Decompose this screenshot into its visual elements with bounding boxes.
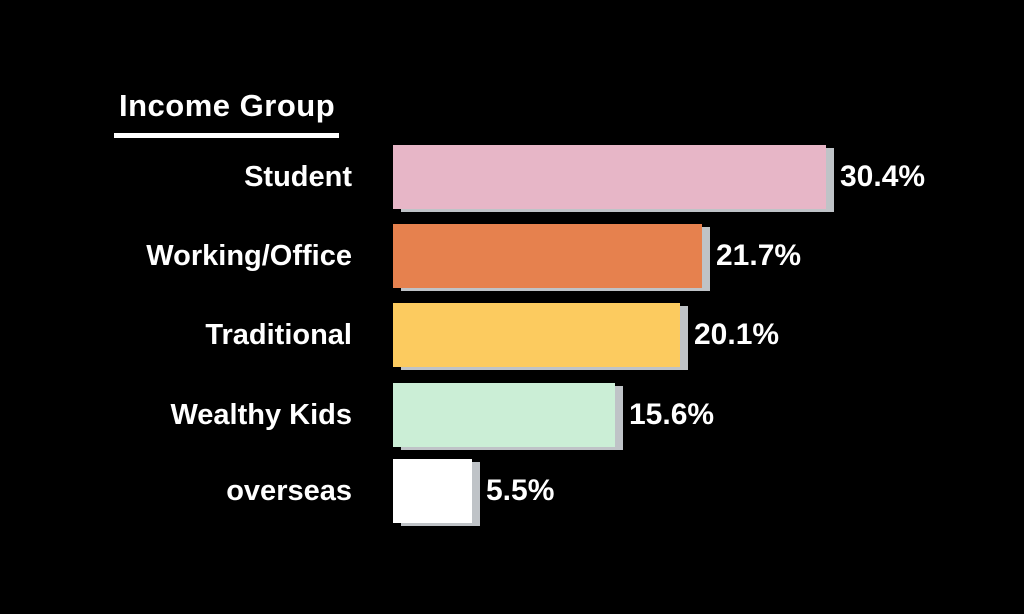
bar-overseas bbox=[393, 459, 472, 523]
value-label-traditional: 20.1% bbox=[694, 318, 780, 351]
category-label-overseas: overseas bbox=[226, 474, 352, 507]
chart-title: Income Group bbox=[114, 88, 340, 138]
bar-track: 15.6% bbox=[393, 383, 714, 447]
bar-track: 21.7% bbox=[393, 224, 801, 288]
value-label-wealthy-kids: 15.6% bbox=[629, 398, 715, 431]
value-label-student: 30.4% bbox=[840, 160, 926, 193]
category-label-traditional: Traditional bbox=[205, 318, 352, 351]
bar-row-overseas: overseas 5.5% bbox=[0, 459, 1024, 523]
bar-working-office bbox=[393, 224, 702, 288]
value-label-overseas: 5.5% bbox=[486, 474, 555, 507]
bar-row-traditional: Traditional 20.1% bbox=[0, 303, 1024, 367]
bar-row-student: Student 30.4% bbox=[0, 145, 1024, 209]
bar-row-working-office: Working/Office 21.7% bbox=[0, 224, 1024, 288]
bar-row-wealthy-kids: Wealthy Kids 15.6% bbox=[0, 383, 1024, 447]
bar-student bbox=[393, 145, 826, 209]
bar-track: 5.5% bbox=[393, 459, 554, 523]
chart-title-text: Income Group bbox=[119, 88, 336, 123]
category-label-working-office: Working/Office bbox=[146, 239, 352, 272]
bar-track: 20.1% bbox=[393, 303, 779, 367]
category-label-student: Student bbox=[244, 160, 352, 193]
category-label-wealthy-kids: Wealthy Kids bbox=[170, 398, 352, 431]
value-label-working-office: 21.7% bbox=[716, 239, 802, 272]
bar-track: 30.4% bbox=[393, 145, 925, 209]
bar-traditional bbox=[393, 303, 680, 367]
bar-wealthy-kids bbox=[393, 383, 615, 447]
